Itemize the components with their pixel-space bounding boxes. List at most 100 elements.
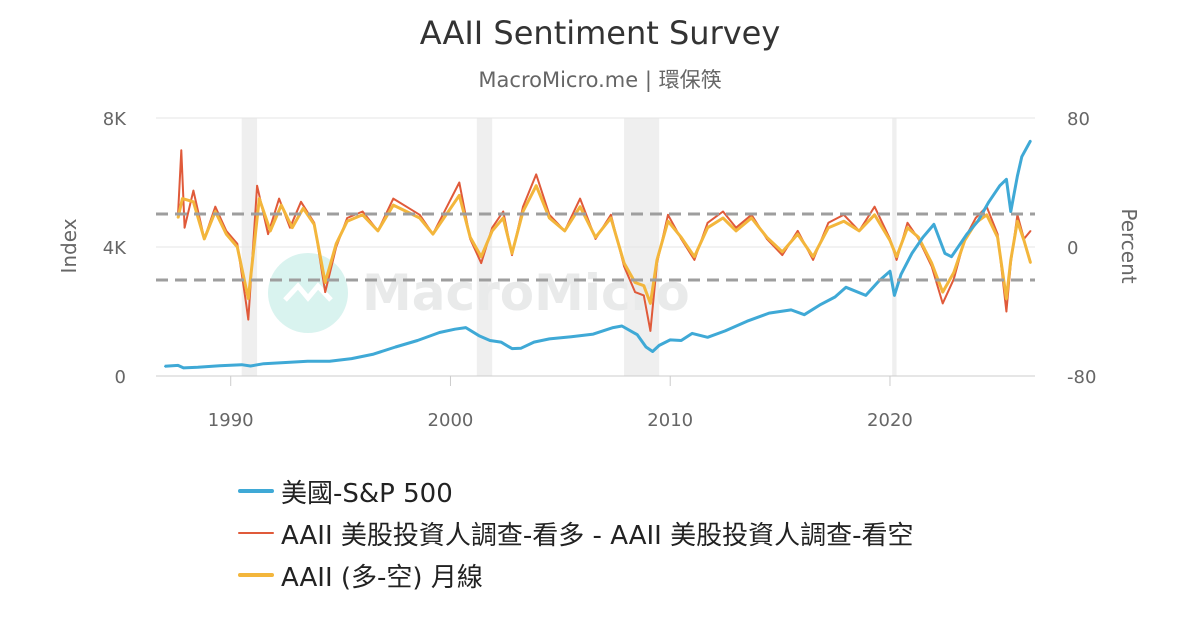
x-tick-label: 2010 (647, 410, 693, 431)
series-point-0 (944, 252, 946, 255)
series-point-0 (350, 357, 353, 360)
y-right-axis-label: Percent (1117, 208, 1141, 283)
watermark-logo-icon (268, 253, 348, 333)
series-point-0 (889, 270, 891, 272)
series-point-2 (1029, 262, 1032, 264)
series-point-2 (610, 217, 612, 219)
series-point-0 (818, 304, 821, 306)
series-point-2 (766, 236, 768, 239)
series-point-1 (458, 181, 461, 184)
series-point-0 (691, 332, 693, 335)
series-point-1 (445, 207, 447, 210)
series-point-1 (247, 318, 250, 321)
series-point-2 (843, 220, 845, 222)
series-point-0 (911, 252, 913, 255)
series-point-2 (469, 236, 472, 239)
series-point-1 (722, 210, 724, 213)
series-point-1 (643, 294, 645, 297)
series-point-0 (768, 312, 770, 314)
series-point-1 (796, 230, 799, 232)
x-tick-label: 1990 (208, 410, 254, 431)
watermark-text: MacroMicro (362, 264, 690, 322)
series-point-1 (418, 213, 421, 216)
series-point-1 (502, 210, 505, 213)
series-point-0 (966, 233, 968, 235)
legend-label-sp500: 美國-S&P 500 (281, 478, 453, 509)
legend-item-spread-monthly[interactable]: AAII (多-空) 月線 (238, 554, 913, 596)
series-point-2 (535, 184, 537, 187)
series-point-2 (432, 233, 434, 235)
series-point-1 (873, 205, 876, 208)
series-point-1 (812, 259, 814, 261)
series-point-1 (180, 149, 183, 152)
series-point-2 (181, 197, 184, 200)
series-point-1 (278, 197, 280, 200)
legend-label-spread-monthly: AAII (多-空) 月線 (281, 562, 483, 593)
series-point-1 (491, 226, 494, 229)
series-point-1 (324, 291, 327, 293)
series-point-1 (522, 205, 524, 208)
series-point-2 (895, 255, 898, 258)
series-point-1 (667, 213, 669, 216)
series-point-2 (491, 230, 494, 232)
series-point-0 (621, 325, 623, 327)
series-point-0 (706, 336, 709, 339)
series-point-2 (302, 207, 305, 210)
series-point-1 (300, 201, 302, 203)
legend-item-spread-weekly[interactable]: AAII 美股投資人調查-看多 - AAII 美股投資人調查-看空 (238, 512, 913, 554)
series-point-1 (634, 291, 636, 293)
y-right-tick-label: 80 (1067, 109, 1090, 130)
series-point-1 (405, 205, 408, 208)
legend-swatch-spread-monthly (238, 573, 274, 577)
series-point-0 (416, 339, 419, 342)
chart-subtitle: MacroMicro.me | 環保筷 (478, 68, 722, 92)
series-point-0 (548, 338, 551, 340)
y-right-tick-label: 0 (1067, 238, 1078, 259)
series-point-0 (500, 341, 502, 343)
series-point-0 (262, 362, 265, 365)
series-point-0 (240, 363, 243, 366)
series-point-2 (941, 291, 944, 293)
series-point-2 (214, 210, 217, 213)
series-point-0 (790, 309, 792, 311)
series-point-0 (438, 331, 441, 334)
series-point-0 (533, 341, 535, 343)
series-point-0 (1016, 175, 1019, 177)
series-point-1 (480, 262, 483, 264)
series-point-1 (610, 213, 612, 216)
legend-item-sp500[interactable]: 美國-S&P 500 (238, 470, 913, 512)
series-point-0 (1005, 178, 1008, 181)
series-point-0 (864, 294, 867, 297)
series-point-0 (834, 296, 836, 298)
series-point-2 (548, 217, 551, 219)
series-point-2 (656, 259, 658, 261)
series-layer (156, 139, 1035, 370)
series-point-2 (1016, 220, 1019, 222)
series-point-0 (489, 339, 491, 342)
series-point-0 (306, 360, 309, 362)
series-point-0 (570, 335, 573, 338)
series-point-2 (1023, 239, 1025, 242)
series-point-2 (917, 236, 920, 239)
series-point-1 (192, 189, 195, 192)
series-point-2 (418, 217, 421, 219)
series-point-0 (950, 255, 953, 258)
legend-swatch-sp500 (238, 489, 274, 493)
series-point-2 (563, 230, 566, 232)
series-point-0 (680, 339, 683, 342)
series-point-1 (346, 217, 348, 219)
series-point-0 (724, 330, 726, 332)
series-point-2 (280, 204, 283, 206)
series-point-0 (249, 365, 252, 367)
series-point-0 (999, 184, 1001, 187)
series-point-2 (735, 230, 737, 232)
series-point-0 (669, 339, 672, 341)
series-point-2 (335, 242, 337, 245)
series-point-0 (511, 347, 513, 350)
series-point-0 (1010, 210, 1012, 213)
series-point-2 (291, 226, 294, 229)
series-point-2 (1005, 297, 1008, 300)
series-point-2 (858, 230, 860, 232)
series-point-0 (803, 313, 806, 316)
chart-title: AAII Sentiment Survey (419, 14, 781, 52)
